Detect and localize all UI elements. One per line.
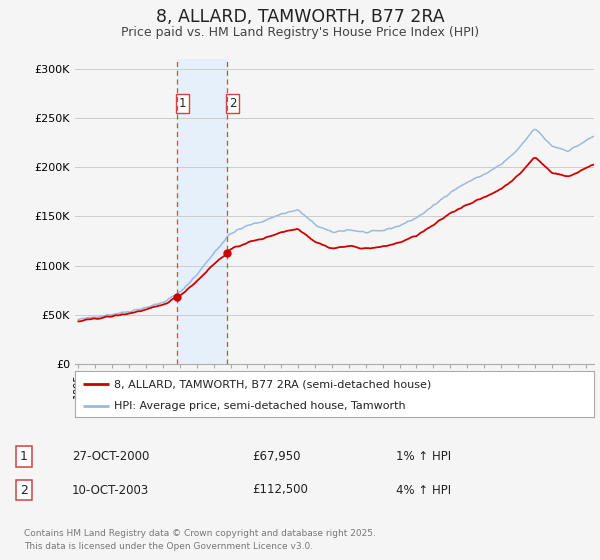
Text: £67,950: £67,950 bbox=[252, 450, 301, 463]
Text: Price paid vs. HM Land Registry's House Price Index (HPI): Price paid vs. HM Land Registry's House … bbox=[121, 26, 479, 39]
Text: 1: 1 bbox=[20, 450, 28, 463]
Text: 8, ALLARD, TAMWORTH, B77 2RA: 8, ALLARD, TAMWORTH, B77 2RA bbox=[155, 8, 445, 26]
Bar bbox=[177, 59, 227, 364]
Text: £112,500: £112,500 bbox=[252, 483, 308, 497]
Text: 2: 2 bbox=[229, 97, 236, 110]
Text: 27-OCT-2000: 27-OCT-2000 bbox=[72, 450, 149, 463]
Text: 10-OCT-2003: 10-OCT-2003 bbox=[72, 483, 149, 497]
Text: HPI: Average price, semi-detached house, Tamworth: HPI: Average price, semi-detached house,… bbox=[114, 401, 406, 410]
Text: 4% ↑ HPI: 4% ↑ HPI bbox=[396, 483, 451, 497]
Text: 1% ↑ HPI: 1% ↑ HPI bbox=[396, 450, 451, 463]
Text: 8, ALLARD, TAMWORTH, B77 2RA (semi-detached house): 8, ALLARD, TAMWORTH, B77 2RA (semi-detac… bbox=[114, 379, 431, 389]
Text: 2: 2 bbox=[20, 483, 28, 497]
Text: Contains HM Land Registry data © Crown copyright and database right 2025.
This d: Contains HM Land Registry data © Crown c… bbox=[24, 529, 376, 550]
Text: 1: 1 bbox=[179, 97, 187, 110]
